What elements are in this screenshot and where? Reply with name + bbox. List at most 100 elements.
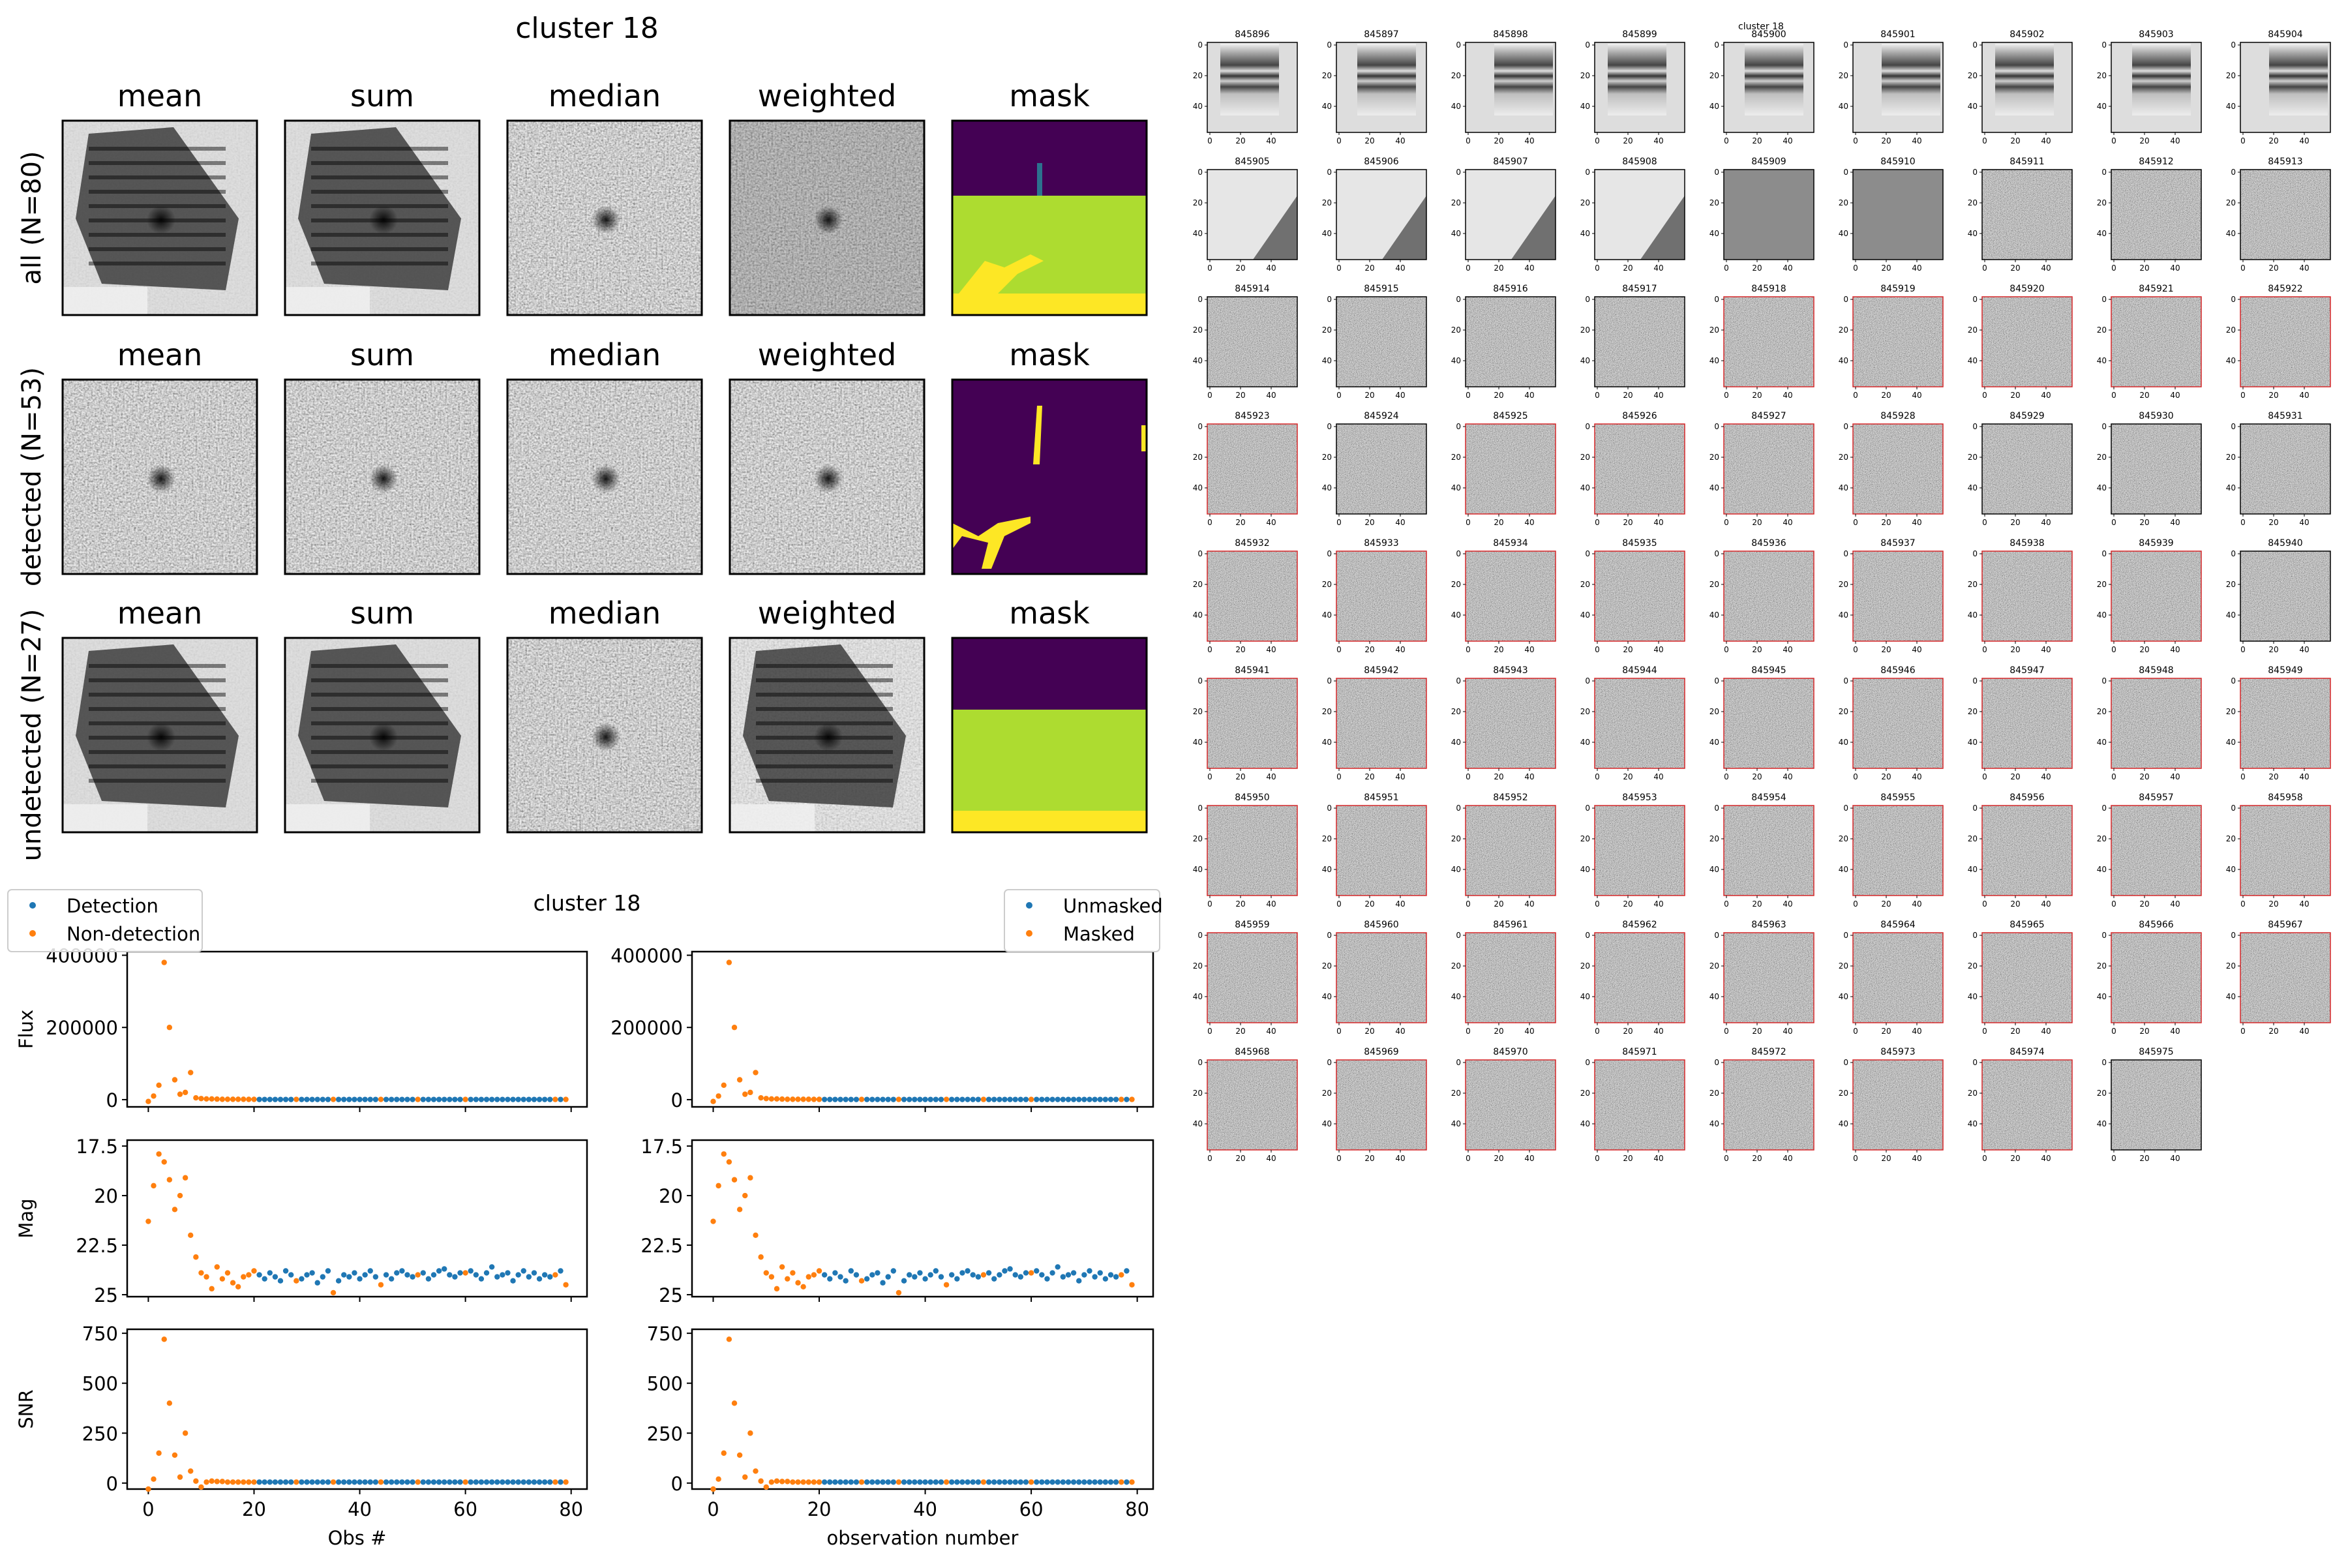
- thumbnail-id: 845974: [2009, 1047, 2045, 1057]
- x-tick-label: 60: [453, 1498, 477, 1520]
- data-point: [753, 1070, 759, 1076]
- thumb-y-tick: 40: [2226, 865, 2236, 874]
- thumbnail: 845970 0 0 20 20 40 40: [1451, 1047, 1556, 1163]
- thumbnail: 845967 0 0 20 20 40 40: [2226, 920, 2331, 1036]
- data-point: [558, 1268, 564, 1274]
- thumbnail-id: 845909: [1751, 157, 1786, 167]
- thumb-y-tick: 0: [1843, 1058, 1848, 1067]
- thumb-x-tick: 40: [1783, 899, 1792, 909]
- thumbnail: 845933 0 0 20 20 40 40: [1322, 538, 1427, 654]
- thumb-x-tick: 20: [1494, 264, 1503, 273]
- thumbnail: 845950 0 0 20 20 40 40: [1193, 792, 1298, 909]
- thumb-x-tick: 0: [1336, 1027, 1342, 1036]
- data-point: [430, 1272, 437, 1278]
- data-point: [906, 1479, 912, 1485]
- thumb-y-tick: 0: [1456, 549, 1461, 558]
- thumbnail: 845969 0 0 20 20 40 40: [1322, 1047, 1427, 1163]
- data-point: [489, 1096, 495, 1102]
- data-point: [779, 1264, 785, 1270]
- thumb-y-tick: 0: [1197, 931, 1203, 940]
- data-point: [997, 1096, 1002, 1102]
- data-point: [890, 1479, 897, 1485]
- data-point: [790, 1270, 796, 1276]
- thumb-y-tick: 20: [2097, 325, 2107, 335]
- data-point: [821, 1272, 828, 1278]
- thumb-y-tick: 0: [1843, 931, 1848, 940]
- data-point: [399, 1096, 405, 1102]
- thumbnail: 845925 0 0 20 20 40 40: [1451, 411, 1556, 527]
- data-point: [320, 1274, 326, 1280]
- data-point: [277, 1278, 284, 1284]
- data-point: [430, 1096, 437, 1102]
- data-point: [198, 1484, 204, 1490]
- thumbnail-id: 845927: [1751, 411, 1786, 421]
- data-point: [933, 1096, 939, 1102]
- thumbnail: 845912 0 0 20 20 40 40: [2097, 157, 2202, 273]
- data-point: [198, 1096, 204, 1102]
- data-point: [531, 1270, 537, 1276]
- thumb-x-tick: 20: [2139, 518, 2149, 527]
- data-point: [1124, 1268, 1130, 1274]
- data-point: [912, 1479, 918, 1485]
- thumb-y-tick: 40: [2226, 229, 2236, 238]
- data-point: [457, 1270, 463, 1276]
- data-point: [251, 1479, 257, 1485]
- data-point: [230, 1479, 236, 1485]
- data-point: [736, 1077, 743, 1083]
- data-point: [1049, 1270, 1055, 1276]
- thumb-y-tick: 40: [1322, 229, 1332, 238]
- data-point: [282, 1268, 289, 1274]
- thumb-y-tick: 0: [1456, 804, 1461, 813]
- data-point: [827, 1479, 833, 1485]
- data-point: [442, 1266, 447, 1272]
- y-tick-label: 25: [659, 1284, 683, 1306]
- thumb-x-tick: 20: [1752, 264, 1762, 273]
- thumbnail-id: 845967: [2268, 920, 2302, 930]
- thumb-x-tick: 0: [2111, 518, 2116, 527]
- thumb-y-tick: 40: [1709, 102, 1719, 111]
- data-point: [948, 1479, 955, 1485]
- thumb-y-tick: 20: [1709, 71, 1719, 80]
- thumb-y-tick: 0: [1972, 40, 1978, 50]
- thumb-y-tick: 40: [1451, 865, 1461, 874]
- data-point: [980, 1479, 987, 1485]
- thumb-x-tick: 20: [1235, 645, 1245, 654]
- data-point: [230, 1280, 236, 1286]
- thumbnail: 845961 0 0 20 20 40 40: [1451, 920, 1556, 1036]
- thumb-y-tick: 0: [1197, 804, 1203, 813]
- data-point: [959, 1096, 965, 1102]
- thumb-x-tick: 20: [1752, 391, 1762, 400]
- thumbnail: 845952 0 0 20 20 40 40: [1451, 792, 1556, 909]
- thumb-y-tick: 40: [1193, 102, 1203, 111]
- data-point: [282, 1096, 289, 1102]
- data-point: [430, 1479, 437, 1485]
- data-point: [547, 1274, 553, 1280]
- data-point: [262, 1276, 267, 1282]
- thumbnail-id: 845935: [1622, 538, 1657, 549]
- thumbnail: 845941 0 0 20 20 40 40: [1193, 665, 1298, 781]
- panel-title: weighted: [758, 596, 897, 631]
- thumb-y-tick: 0: [1456, 1058, 1461, 1067]
- data-point: [420, 1270, 426, 1276]
- data-point: [938, 1479, 944, 1485]
- thumbnail: 845923 0 0 20 20 40 40: [1193, 411, 1298, 527]
- thumb-x-tick: 0: [2111, 264, 2116, 273]
- thumb-y-tick: 20: [1451, 1089, 1461, 1098]
- thumb-y-tick: 0: [1327, 676, 1332, 686]
- data-point: [468, 1479, 474, 1485]
- data-point: [774, 1478, 780, 1484]
- data-point: [452, 1274, 458, 1280]
- thumbnail: 845898 0 0 20 20 40 40: [1451, 29, 1556, 145]
- thumbnail-id: 845962: [1622, 920, 1657, 930]
- data-point: [346, 1096, 352, 1102]
- data-point: [182, 1175, 188, 1181]
- thumb-x-tick: 20: [1752, 772, 1762, 781]
- thumb-x-tick: 40: [1912, 1027, 1921, 1036]
- x-tick-label: 40: [913, 1498, 937, 1520]
- thumb-y-tick: 0: [2101, 168, 2107, 177]
- thumb-y-tick: 0: [2101, 422, 2107, 431]
- thumb-y-tick: 20: [1839, 325, 1848, 335]
- thumb-x-tick: 0: [1336, 136, 1342, 145]
- figure-title: cluster 18: [515, 12, 659, 45]
- thumb-y-tick: 40: [1839, 738, 1848, 747]
